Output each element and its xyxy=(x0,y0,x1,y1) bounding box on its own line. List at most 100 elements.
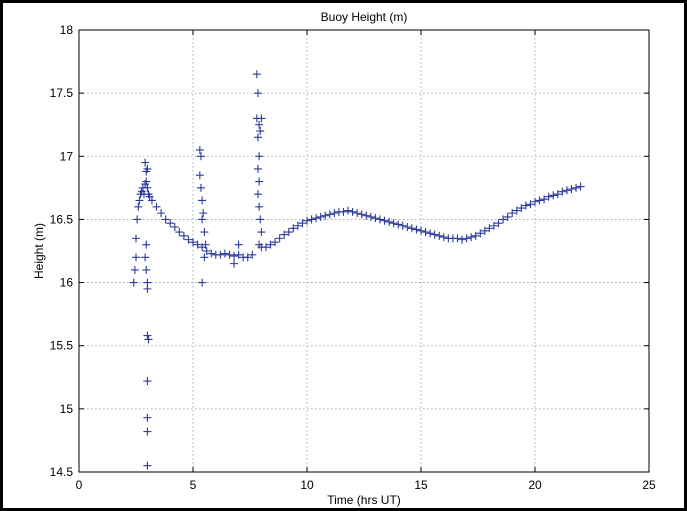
x-tick-label: 15 xyxy=(414,478,428,492)
data-point xyxy=(489,221,498,230)
data-point xyxy=(344,206,353,215)
data-point xyxy=(175,228,184,237)
data-point xyxy=(312,214,321,223)
data-point xyxy=(195,171,204,180)
data-point xyxy=(403,223,412,232)
data-point xyxy=(380,216,389,225)
data-point xyxy=(261,243,270,252)
y-tick-label: 14.5 xyxy=(50,465,74,479)
data-point xyxy=(476,229,485,238)
data-point xyxy=(257,114,266,123)
data-point xyxy=(201,240,210,249)
data-point xyxy=(252,70,261,79)
data-point xyxy=(544,192,553,201)
data-point xyxy=(225,250,234,259)
data-point xyxy=(266,240,275,249)
data-point xyxy=(540,195,549,204)
data-point xyxy=(430,230,439,239)
data-point xyxy=(202,247,211,255)
data-point xyxy=(129,278,138,287)
data-point xyxy=(499,215,508,224)
data-point xyxy=(189,238,197,247)
y-tick-label: 17 xyxy=(60,149,74,163)
data-point xyxy=(253,133,262,142)
data-point xyxy=(271,238,280,247)
data-points xyxy=(129,70,585,470)
data-point xyxy=(143,278,152,287)
data-point xyxy=(289,224,298,233)
data-point xyxy=(453,234,462,243)
data-point xyxy=(531,197,539,206)
data-point xyxy=(421,228,430,237)
data-point xyxy=(567,185,576,194)
data-point xyxy=(471,231,480,240)
y-tick-label: 16.5 xyxy=(50,212,74,226)
data-point xyxy=(170,223,179,232)
data-point xyxy=(255,202,264,211)
data-point xyxy=(143,183,152,192)
data-point xyxy=(330,209,339,218)
data-point xyxy=(207,249,216,258)
data-point xyxy=(339,207,348,216)
y-tick-label: 17.5 xyxy=(50,86,74,100)
data-point xyxy=(426,229,435,238)
y-tick-label: 15.5 xyxy=(50,339,74,353)
data-point xyxy=(275,234,284,243)
data-point xyxy=(255,152,264,161)
data-point xyxy=(200,228,209,237)
data-point xyxy=(144,335,153,344)
data-point xyxy=(130,265,139,274)
data-point xyxy=(234,250,243,259)
data-point xyxy=(132,253,140,262)
data-point xyxy=(553,190,562,199)
data-point xyxy=(485,224,494,233)
data-point xyxy=(141,253,150,262)
data-point xyxy=(549,191,558,200)
data-point xyxy=(256,127,265,136)
data-point xyxy=(142,240,151,249)
x-tick-label: 0 xyxy=(76,478,83,492)
data-point xyxy=(417,226,425,235)
data-point xyxy=(353,209,362,218)
y-tick-label: 18 xyxy=(60,23,74,37)
data-point xyxy=(143,331,152,340)
grid-layer xyxy=(79,30,649,472)
data-point xyxy=(325,210,334,219)
data-point xyxy=(248,250,257,259)
data-point xyxy=(535,196,544,205)
data-point xyxy=(198,215,207,224)
data-point xyxy=(298,219,307,228)
data-point xyxy=(200,253,209,262)
data-point xyxy=(439,233,448,242)
data-point xyxy=(152,202,161,211)
data-point xyxy=(230,259,239,268)
data-point xyxy=(412,225,421,234)
data-point xyxy=(375,215,384,224)
data-point xyxy=(366,212,375,221)
data-point xyxy=(307,215,316,224)
data-point xyxy=(572,183,581,192)
y-axis-label: Height (m) xyxy=(32,223,46,279)
data-point xyxy=(321,211,330,220)
data-point xyxy=(480,226,489,235)
data-point xyxy=(576,182,585,191)
data-point xyxy=(166,219,175,228)
data-point xyxy=(255,177,264,186)
data-point xyxy=(398,221,407,230)
y-tick-label: 16 xyxy=(60,276,74,290)
data-point xyxy=(143,461,152,470)
data-point xyxy=(196,152,205,161)
data-point xyxy=(255,120,264,129)
data-point xyxy=(526,200,535,209)
data-point xyxy=(198,278,207,287)
data-point xyxy=(348,207,357,216)
buoy-height-chart: 0 5 10 15 20 25 14.5 15 15.5 16 16.5 17 17.5 18 Buoy … xyxy=(32,10,656,507)
data-point xyxy=(142,265,151,274)
x-tick-label: 10 xyxy=(300,478,314,492)
data-point xyxy=(230,252,239,261)
data-point xyxy=(199,209,208,218)
data-point xyxy=(508,209,517,218)
data-point xyxy=(143,164,152,173)
data-point xyxy=(134,202,143,211)
